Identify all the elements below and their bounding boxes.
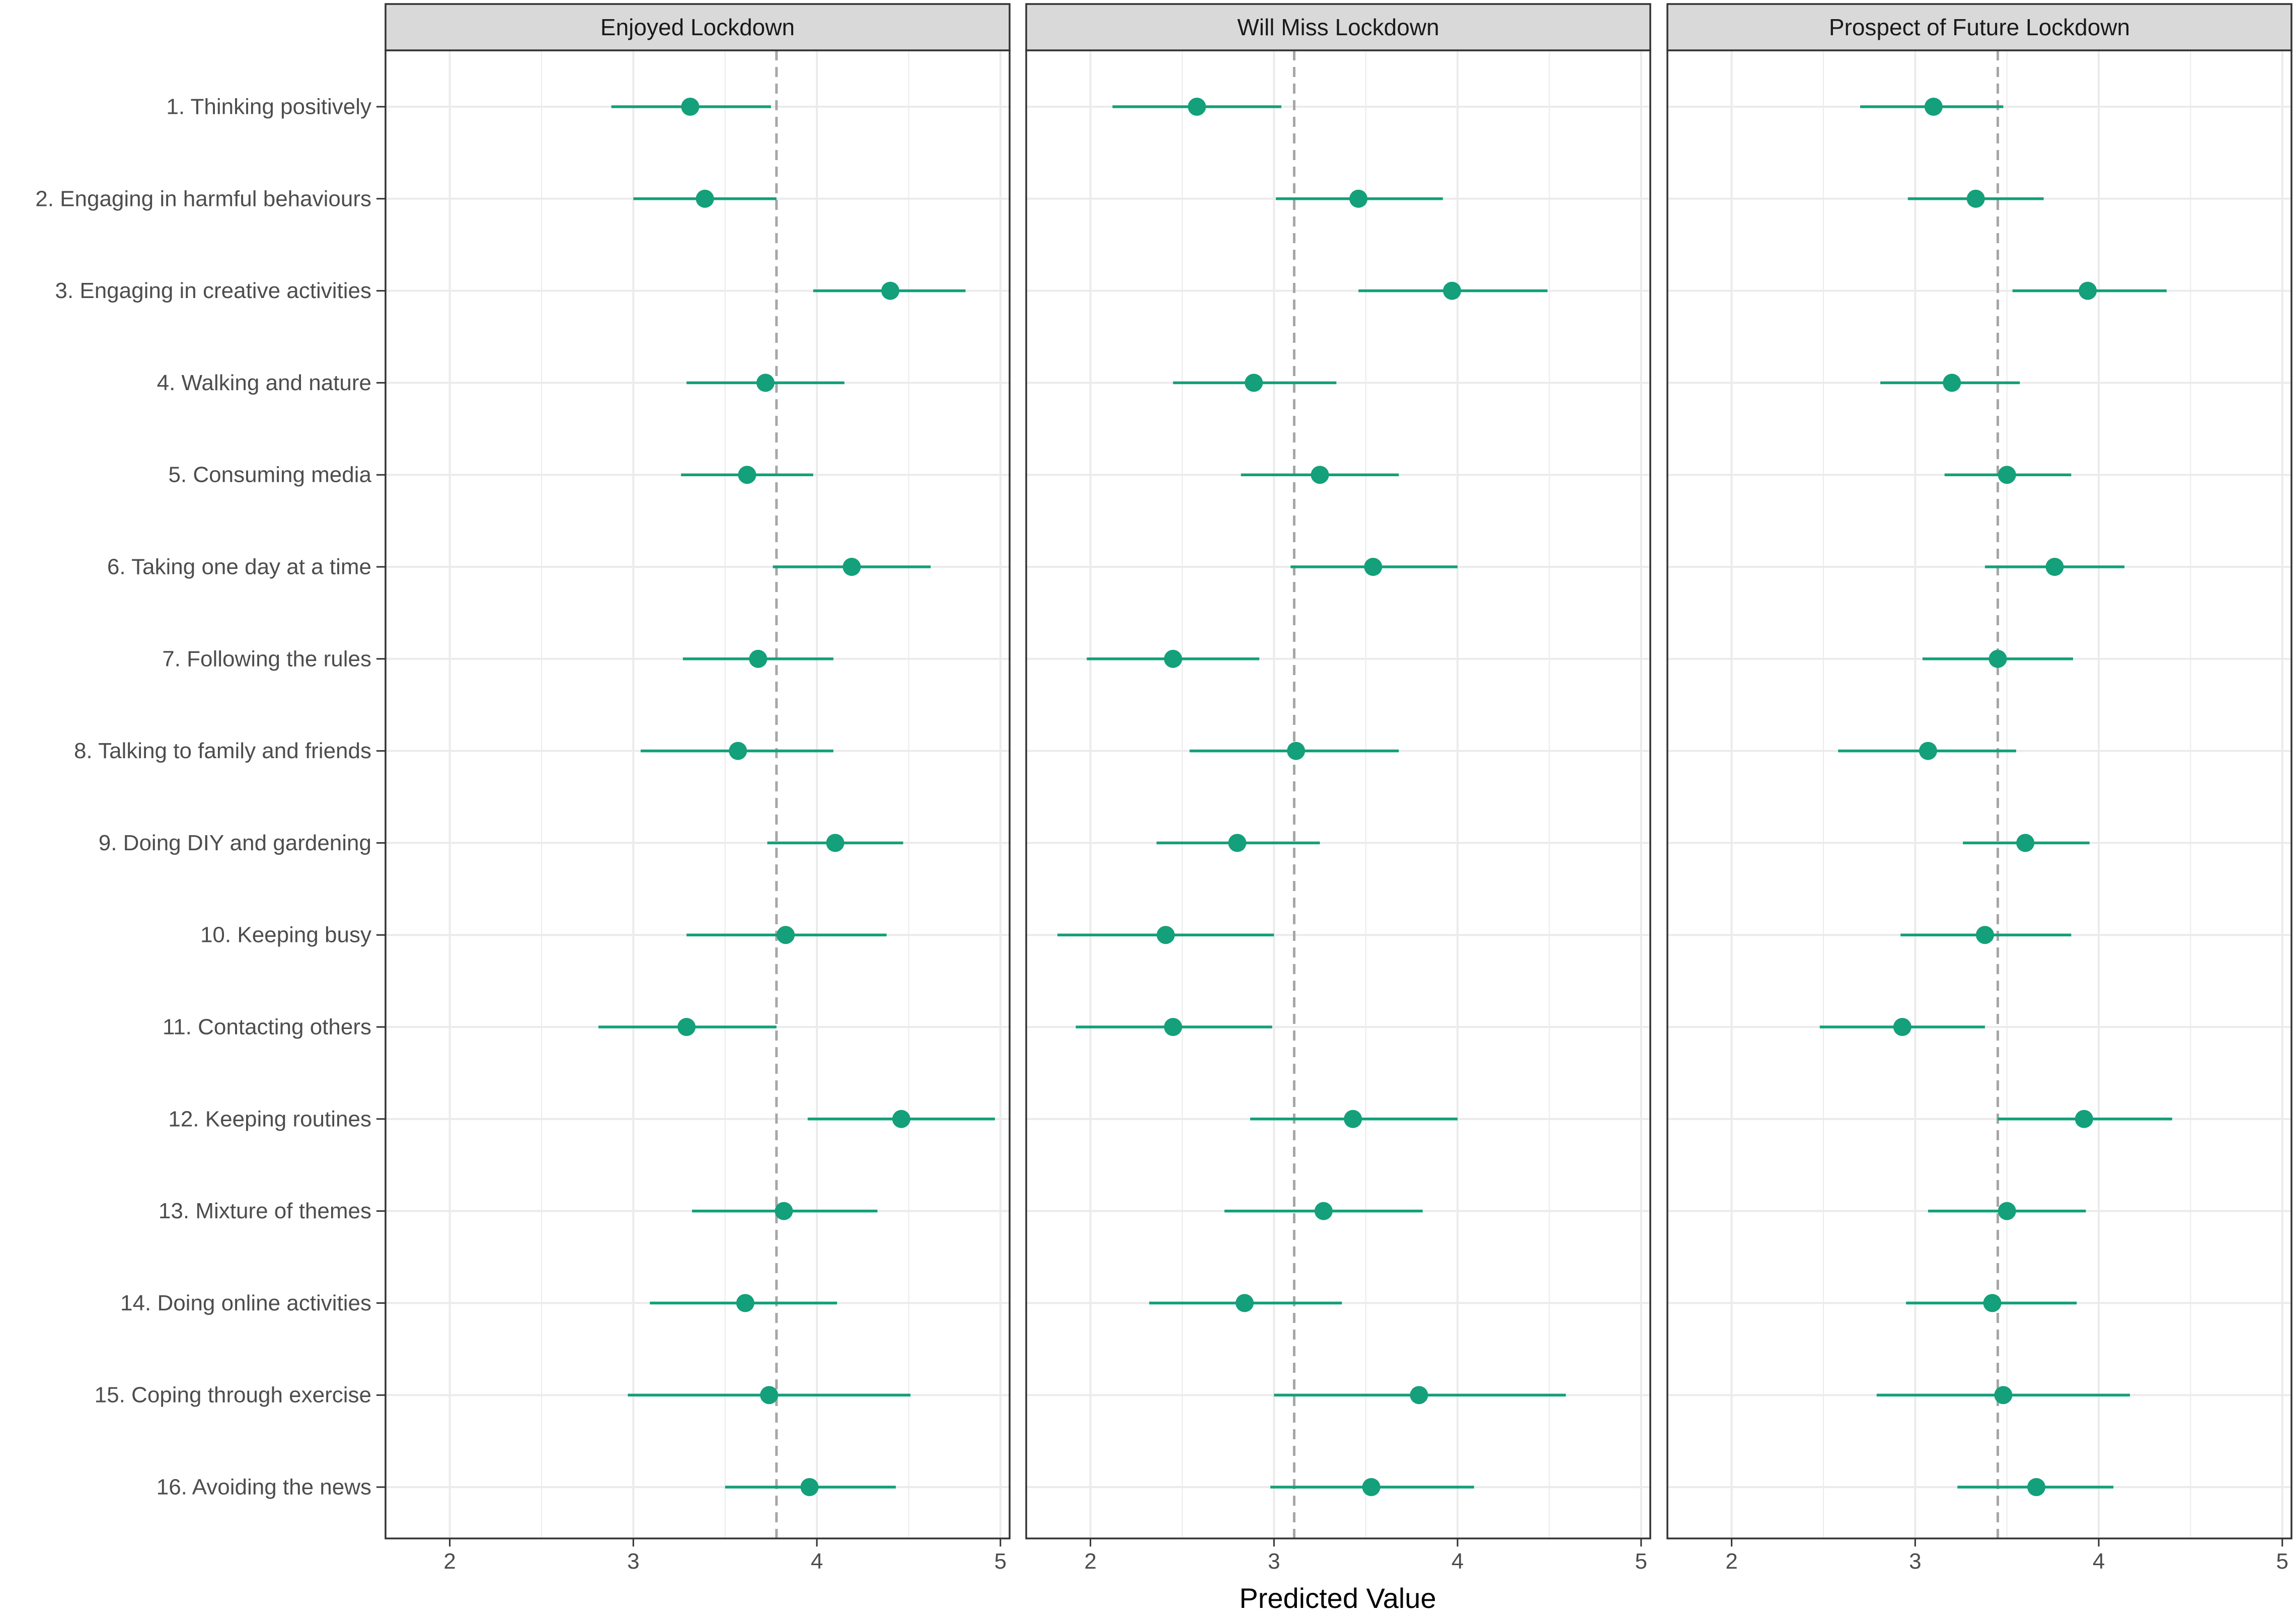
estimate-point [1975,926,1994,944]
estimate-point [1311,466,1329,484]
row-label: 4. Walking and nature [157,371,371,395]
x-tick-label: 2 [1084,1549,1096,1574]
facet-strip [1025,3,1651,51]
estimate-point [800,1478,819,1496]
estimate-point [1157,926,1175,944]
row-label: 12. Keeping routines [168,1107,371,1131]
row-label: 14. Doing online activities [120,1291,371,1315]
estimate-point [2016,834,2035,852]
estimate-point [696,189,714,208]
x-tick-label: 3 [1268,1549,1280,1574]
x-tick-label: 3 [1909,1549,1921,1574]
facet-panel: Enjoyed Lockdown 2 3 4 5 [385,3,1011,1574]
facet-panel: Will Miss Lockdown 2 3 4 5 [1025,3,1651,1574]
panel-background [1667,50,2291,1538]
estimate-point [1188,98,1206,116]
estimate-point [1919,742,1937,760]
facet-strip [385,3,1011,51]
estimate-point [1236,1294,1254,1312]
estimate-point [736,1294,754,1312]
x-tick-label: 2 [1725,1549,1737,1574]
row-label: 8. Talking to family and friends [74,739,371,763]
estimate-point [777,926,795,944]
x-tick-label: 4 [2093,1549,2105,1574]
estimate-point [1994,1386,2013,1405]
x-tick-label: 5 [1635,1549,1647,1574]
row-label: 11. Contacting others [163,1015,371,1040]
estimate-point [1164,1018,1182,1036]
row-label: 10. Keeping busy [200,923,371,947]
estimate-point [2079,281,2097,300]
estimate-point [1924,98,1943,116]
estimate-point [2027,1478,2046,1496]
estimate-point [760,1386,779,1405]
x-tick-label: 5 [994,1549,1007,1574]
estimate-point [1314,1202,1333,1220]
estimate-point [1344,1110,1362,1128]
row-label: 1. Thinking positively [166,95,371,119]
row-label: 6. Taking one day at a time [107,555,371,579]
row-label: 16. Avoiding the news [157,1475,371,1500]
x-tick-label: 5 [2276,1549,2288,1574]
estimate-point [729,742,747,760]
estimate-point [738,466,756,484]
row-label: 15. Coping through exercise [95,1383,371,1408]
estimate-point [1364,558,1383,576]
estimate-point [1287,742,1306,760]
estimate-point [756,374,775,392]
estimate-point [1998,1202,2016,1220]
estimate-point [1349,189,1368,208]
facet-panel: Prospect of Future Lockdown 2 3 4 5 [1666,3,2292,1574]
x-tick-label: 4 [811,1549,823,1574]
estimate-point [892,1110,910,1128]
estimate-point [1998,466,2016,484]
estimate-point [1228,834,1247,852]
facet-title: Enjoyed Lockdown [600,14,795,40]
estimate-point [843,558,861,576]
row-label: 3. Engaging in creative activities [55,278,371,303]
chart-root: 1. Thinking positively 2. Engaging in har… [35,3,2292,1574]
x-axis-title: Predicted Value [1239,1582,1436,1614]
estimate-point [1988,649,2007,668]
x-tick-label: 4 [1451,1549,1464,1574]
estimate-point [1893,1018,1911,1036]
panel-background [386,50,1010,1538]
estimate-point [1245,374,1263,392]
estimate-point [775,1202,793,1220]
estimate-point [2075,1110,2093,1128]
estimate-point [749,649,768,668]
facet-strip [1666,3,2292,51]
row-label: 9. Doing DIY and gardening [99,831,371,855]
row-label: 5. Consuming media [168,463,371,487]
estimate-point [881,281,899,300]
estimate-point [1443,281,1462,300]
estimate-point [2045,558,2064,576]
estimate-point [1362,1478,1381,1496]
row-label: 13. Mixture of themes [159,1199,371,1223]
row-label: 7. Following the rules [162,646,371,671]
facet-title: Prospect of Future Lockdown [1829,14,2130,40]
x-tick-label: 3 [627,1549,639,1574]
estimate-point [826,834,845,852]
row-label: 2. Engaging in harmful behaviours [35,186,371,211]
estimate-point [677,1018,696,1036]
panel-background [1026,50,1650,1538]
estimate-point [1164,649,1182,668]
estimate-point [1983,1294,2002,1312]
estimate-point [1943,374,1961,392]
estimate-point [1966,189,1985,208]
facet-title: Will Miss Lockdown [1237,14,1439,40]
estimate-point [681,98,700,116]
estimate-point [1410,1386,1428,1405]
x-tick-label: 2 [443,1549,455,1574]
